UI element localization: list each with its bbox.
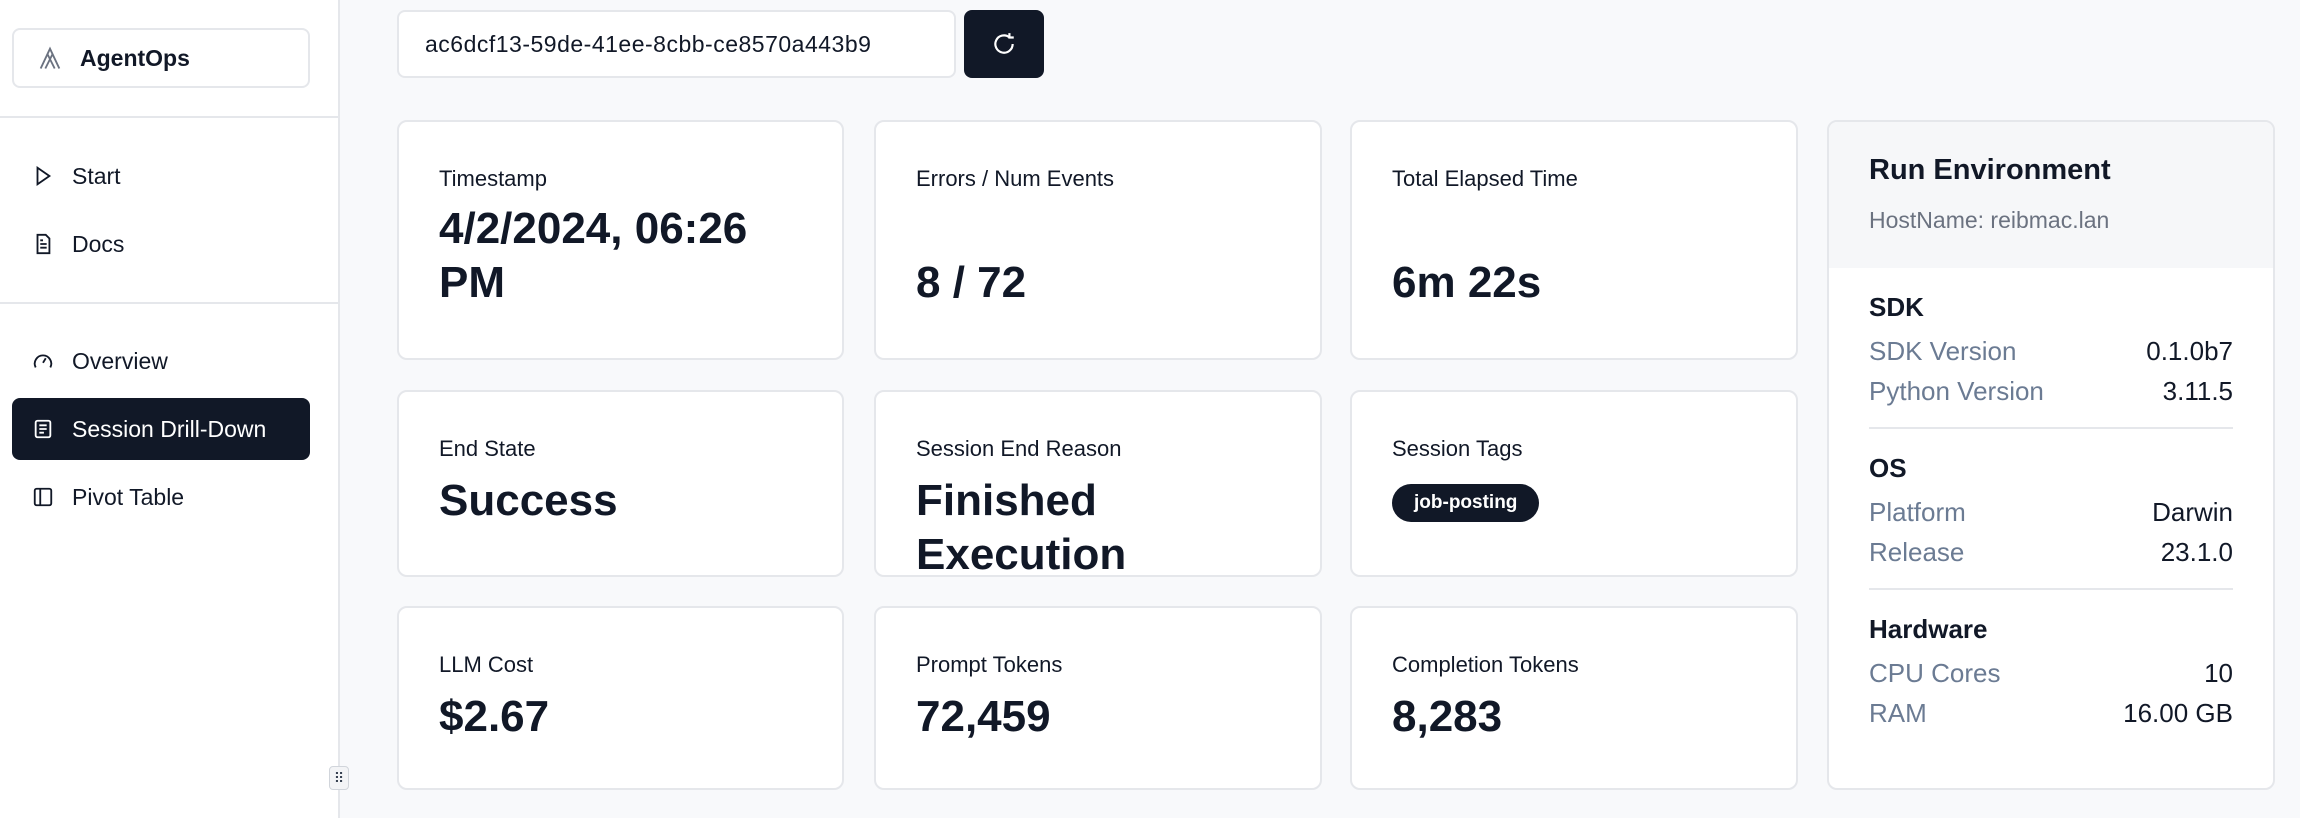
list-icon bbox=[34, 419, 52, 439]
stat-value: $2.67 bbox=[439, 692, 550, 741]
stat-card-completion-tokens: Completion Tokens 8,283 bbox=[1350, 606, 1798, 790]
stat-value: 6m 22s bbox=[1392, 258, 1542, 307]
stat-card-errors: Errors / Num Events 8 / 72 bbox=[874, 120, 1322, 360]
stat-card-llm-cost: LLM Cost $2.67 bbox=[397, 606, 844, 790]
run-environment-header: Run Environment HostName: reibmac.lan bbox=[1829, 122, 2273, 268]
env-value: 10 bbox=[2204, 658, 2233, 688]
sidebar-item-label: Session Drill-Down bbox=[72, 415, 267, 442]
section-title: OS bbox=[1869, 453, 1907, 483]
sidebar-item-label: Pivot Table bbox=[72, 483, 185, 510]
play-icon bbox=[36, 166, 52, 186]
sidebar-item-overview[interactable]: Overview bbox=[12, 330, 310, 392]
env-section-os: OS Platform Darwin Release 23.1.0 bbox=[1829, 453, 2273, 572]
sidebar-item-docs[interactable]: Docs bbox=[12, 213, 310, 275]
env-row: Release 23.1.0 bbox=[1869, 532, 2233, 572]
env-row: Python Version 3.11.5 bbox=[1869, 371, 2233, 411]
stat-card-tags: Session Tags job-posting bbox=[1350, 390, 1798, 577]
divider bbox=[1869, 427, 2233, 429]
stat-label: End State bbox=[439, 436, 536, 461]
env-row: RAM 16.00 GB bbox=[1869, 693, 2233, 733]
env-key: Platform bbox=[1869, 497, 1966, 527]
document-icon bbox=[36, 233, 51, 255]
sidebar-item-start[interactable]: Start bbox=[12, 145, 310, 207]
divider bbox=[1869, 588, 2233, 590]
stat-label: Session Tags bbox=[1392, 436, 1523, 461]
env-value: 0.1.0b7 bbox=[2146, 336, 2233, 366]
env-value: 23.1.0 bbox=[2160, 537, 2233, 567]
stat-label: Timestamp bbox=[439, 166, 547, 191]
sidebar: AgentOps Start Docs Overview Session Dri… bbox=[0, 0, 340, 818]
stat-value: 4/2/2024, 06:26 PM bbox=[439, 204, 748, 307]
env-row: Platform Darwin bbox=[1869, 492, 2233, 532]
sidebar-item-label: Docs bbox=[72, 230, 125, 257]
stat-value: 8 / 72 bbox=[916, 258, 1027, 307]
stat-card-end-state: End State Success bbox=[397, 390, 844, 577]
env-key: Python Version bbox=[1869, 376, 2044, 406]
stat-card-end-reason: Session End Reason Finished Execution bbox=[874, 390, 1322, 579]
env-value: Darwin bbox=[2152, 497, 2233, 527]
stat-value: 72,459 bbox=[916, 692, 1051, 741]
sidebar-item-label: Start bbox=[72, 162, 121, 189]
refresh-icon bbox=[994, 33, 1014, 54]
app-name: AgentOps bbox=[80, 44, 190, 71]
env-section-sdk: SDK SDK Version 0.1.0b7 Python Version 3.1… bbox=[1829, 292, 2273, 411]
stat-label: Session End Reason bbox=[916, 436, 1122, 461]
stat-label: Total Elapsed Time bbox=[1392, 166, 1578, 191]
refresh-button[interactable] bbox=[964, 10, 1044, 78]
stat-card-timestamp: Timestamp 4/2/2024, 06:26 PM bbox=[397, 120, 844, 360]
stat-label: LLM Cost bbox=[439, 652, 534, 677]
sidebar-item-pivot-table[interactable]: Pivot Table bbox=[12, 466, 310, 528]
env-key: SDK Version bbox=[1869, 336, 2017, 366]
gauge-icon bbox=[33, 354, 53, 368]
env-key: CPU Cores bbox=[1869, 658, 2001, 688]
run-environment-card: Run Environment HostName: reibmac.lan SD… bbox=[1827, 120, 2275, 790]
env-row: SDK Version 0.1.0b7 bbox=[1869, 331, 2233, 371]
env-value: 3.11.5 bbox=[2162, 376, 2233, 406]
env-key: RAM bbox=[1869, 698, 1927, 728]
sidebar-item-label: Overview bbox=[72, 347, 168, 374]
divider bbox=[0, 116, 338, 118]
sidebar-item-session-drill-down[interactable]: Session Drill-Down bbox=[12, 398, 310, 460]
run-environment-title: Run Environment bbox=[1869, 154, 2111, 186]
stat-label: Prompt Tokens bbox=[916, 652, 1063, 677]
session-tag[interactable]: job-posting bbox=[1392, 484, 1540, 522]
session-id-input[interactable]: ac6dcf13-59de-41ee-8cbb-ce8570a443b9 bbox=[397, 10, 956, 78]
env-key: Release bbox=[1869, 537, 1965, 567]
stat-label: Errors / Num Events bbox=[916, 166, 1115, 191]
env-section-hardware: Hardware CPU Cores 10 RAM 16.00 GB bbox=[1829, 614, 2273, 733]
divider bbox=[0, 302, 338, 304]
panel-icon bbox=[33, 487, 53, 507]
stat-value: 8,283 bbox=[1392, 692, 1503, 741]
section-title: SDK bbox=[1869, 292, 1924, 322]
env-value: 16.00 GB bbox=[2123, 698, 2233, 728]
agentops-logo-icon bbox=[39, 46, 61, 69]
env-row: CPU Cores 10 bbox=[1869, 653, 2233, 693]
stat-value: Finished Execution bbox=[916, 476, 1127, 579]
sidebar-resize-handle[interactable]: ⠿ bbox=[329, 766, 349, 790]
stat-card-elapsed: Total Elapsed Time 6m 22s bbox=[1350, 120, 1798, 360]
stat-card-prompt-tokens: Prompt Tokens 72,459 bbox=[874, 606, 1322, 790]
stat-label: Completion Tokens bbox=[1392, 652, 1579, 677]
hostname: HostName: reibmac.lan bbox=[1869, 207, 2110, 233]
app-logo[interactable]: AgentOps bbox=[12, 28, 310, 88]
section-title: Hardware bbox=[1869, 614, 1988, 644]
stat-value: Success bbox=[439, 476, 618, 525]
